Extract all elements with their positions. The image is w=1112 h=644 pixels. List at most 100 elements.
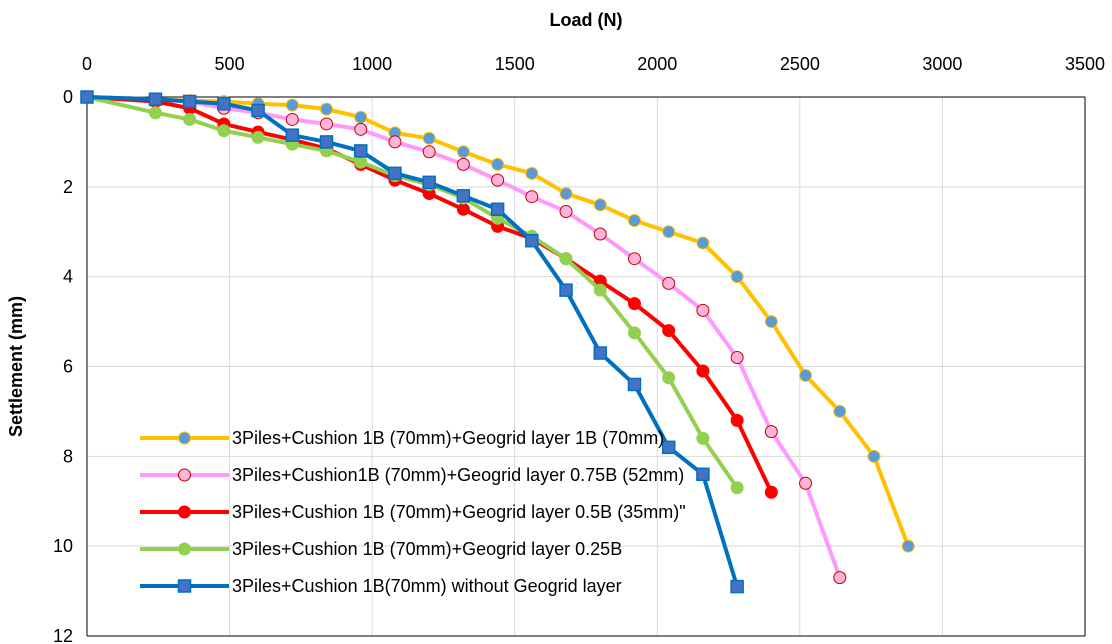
data-point xyxy=(456,189,471,203)
data-point xyxy=(285,98,299,112)
x-tick-label: 1500 xyxy=(495,54,535,74)
x-tick-label: 500 xyxy=(215,54,245,74)
data-point xyxy=(593,346,608,360)
y-tick-label: 10 xyxy=(53,536,73,556)
x-tick-label: 2500 xyxy=(780,54,820,74)
legend-item-2: 3Piles+Cushion1B (70mm)+Geogrid layer 0.… xyxy=(140,465,684,485)
data-point xyxy=(593,198,607,212)
data-point xyxy=(833,404,847,418)
data-point xyxy=(627,326,641,340)
data-point xyxy=(491,173,505,187)
x-tick-label: 3000 xyxy=(922,54,962,74)
data-point xyxy=(490,202,505,217)
data-point xyxy=(730,270,744,284)
legend-item-1: 3Piles+Cushion 1B (70mm)+Geogrid layer 1… xyxy=(140,428,664,448)
y-axis-title: Settlement (mm) xyxy=(6,296,26,437)
y-tick-label: 12 xyxy=(53,626,73,644)
y-tick-label: 8 xyxy=(63,446,73,466)
data-point xyxy=(627,252,641,266)
plot-frame xyxy=(86,96,1086,637)
x-tick-label: 1000 xyxy=(352,54,392,74)
data-point xyxy=(525,166,539,180)
data-point xyxy=(662,225,676,239)
data-point xyxy=(148,92,163,106)
data-point xyxy=(593,227,607,241)
data-point xyxy=(627,214,641,228)
data-point xyxy=(696,303,710,317)
legend-marker xyxy=(178,542,191,556)
legend: 3Piles+Cushion 1B (70mm)+Geogrid layer 1… xyxy=(140,428,686,596)
legend-marker xyxy=(178,431,191,445)
data-point xyxy=(833,571,847,585)
data-point xyxy=(799,368,813,382)
data-point xyxy=(901,539,915,553)
x-tick-label: 3500 xyxy=(1065,54,1105,74)
data-point xyxy=(422,131,436,145)
legend-label: 3Piles+Cushion 1B (70mm)+Geogrid layer 1… xyxy=(232,428,664,448)
data-point xyxy=(593,283,607,297)
data-point xyxy=(217,96,231,111)
data-point xyxy=(525,190,539,204)
legend-item-4: 3Piles+Cushion 1B (70mm)+Geogrid layer 0… xyxy=(140,539,622,559)
data-point xyxy=(730,351,744,365)
legend-marker xyxy=(178,468,191,482)
data-point xyxy=(456,145,470,159)
data-point xyxy=(764,425,778,439)
x-tick-label: 0 xyxy=(82,54,92,74)
data-point xyxy=(354,110,368,124)
data-point xyxy=(764,485,778,499)
data-point xyxy=(730,413,744,427)
data-point xyxy=(627,377,642,392)
data-point xyxy=(525,233,539,248)
data-point xyxy=(217,124,231,138)
y-tick-label: 4 xyxy=(63,267,73,287)
data-point xyxy=(148,106,162,120)
data-point xyxy=(320,102,334,116)
data-point xyxy=(183,112,197,126)
data-point xyxy=(764,315,778,329)
legend-marker xyxy=(178,505,191,519)
data-point xyxy=(559,283,573,297)
data-point xyxy=(251,130,265,144)
data-point xyxy=(285,128,300,142)
data-point xyxy=(559,205,573,219)
data-point xyxy=(730,579,744,594)
data-point xyxy=(730,481,744,495)
data-point xyxy=(696,364,710,378)
data-point xyxy=(388,135,402,149)
data-point xyxy=(353,144,368,158)
legend-label: 3Piles+Cushion1B (70mm)+Geogrid layer 0.… xyxy=(232,465,684,485)
legend-label: 3Piles+Cushion 1B(70mm) without Geogrid … xyxy=(232,576,622,596)
tick-labels: 0 500 1000 1500 2000 2500 3000 3500 0 2 4 6 8 10 12 xyxy=(53,54,1105,644)
legend-item-5: 3Piles+Cushion 1B(70mm) without Geogrid … xyxy=(140,576,622,596)
legend-label: 3Piles+Cushion 1B (70mm)+Geogrid layer 0… xyxy=(232,502,686,522)
data-point xyxy=(559,252,573,266)
data-point xyxy=(696,467,710,482)
data-point xyxy=(799,476,813,490)
data-point xyxy=(627,297,641,311)
data-point xyxy=(696,236,710,250)
data-point xyxy=(320,117,334,131)
x-tick-label: 2000 xyxy=(637,54,677,74)
data-point xyxy=(456,202,470,216)
data-point xyxy=(456,157,470,171)
legend-label: 3Piles+Cushion 1B (70mm)+Geogrid layer 0… xyxy=(232,539,622,559)
x-axis-title: Load (N) xyxy=(550,10,623,30)
data-point xyxy=(559,187,573,201)
y-tick-label: 0 xyxy=(63,87,73,107)
data-point xyxy=(388,166,402,181)
data-point xyxy=(80,90,94,104)
series-line-2 xyxy=(86,95,842,579)
data-point xyxy=(491,157,505,171)
data-point xyxy=(422,175,436,190)
data-point xyxy=(354,122,368,136)
data-point xyxy=(354,155,368,169)
legend-item-3: 3Piles+Cushion 1B (70mm)+Geogrid layer 0… xyxy=(140,502,686,522)
data-point xyxy=(422,145,436,159)
data-point xyxy=(182,94,197,109)
data-point xyxy=(662,276,676,290)
y-tick-label: 6 xyxy=(63,357,73,377)
data-series xyxy=(80,90,915,594)
data-point xyxy=(285,112,299,126)
